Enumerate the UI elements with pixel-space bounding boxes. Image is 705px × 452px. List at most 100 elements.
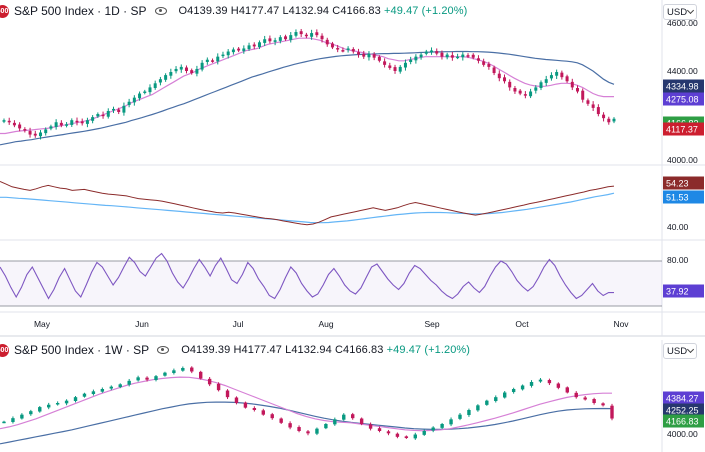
oscillator-tag: 54.23 [663, 176, 704, 190]
candle [181, 368, 185, 371]
candle [471, 54, 475, 58]
oscillator-fast-line [0, 181, 615, 226]
candle [122, 105, 126, 113]
candle [445, 54, 449, 58]
candle [581, 90, 585, 100]
candle [73, 397, 78, 402]
candle [29, 411, 33, 415]
candle [64, 400, 69, 404]
candle [466, 55, 470, 57]
candle [395, 433, 400, 437]
candle [145, 377, 149, 380]
candle [174, 68, 178, 72]
candle [458, 414, 462, 419]
candle [351, 49, 355, 52]
weekly-fast-moving-average [0, 376, 612, 432]
candle [494, 397, 498, 402]
candle [169, 72, 173, 76]
daily-symbol-title[interactable]: S&P 500 Index · 1D · SP [14, 4, 147, 18]
price-tag-box [663, 190, 704, 204]
candle [419, 54, 423, 58]
daily-chart-header: 500 S&P 500 Index · 1D · SP O4139.39 H41… [0, 0, 467, 22]
candle [330, 43, 334, 48]
candle [179, 66, 183, 70]
candle [100, 389, 105, 392]
candle [549, 75, 553, 79]
candle [65, 124, 69, 126]
price-tag-box [663, 79, 704, 93]
month-label: Jun [135, 319, 149, 329]
price-tag-label: 37.92 [666, 286, 689, 296]
candle [560, 72, 564, 78]
candle [518, 90, 522, 94]
candles-group [2, 366, 614, 440]
candle [367, 53, 371, 58]
candle [270, 414, 274, 419]
candle [511, 389, 516, 393]
sp500-logo: 500 [0, 4, 9, 18]
candle [38, 407, 42, 412]
candle [607, 118, 611, 123]
candle [574, 392, 578, 398]
candle [570, 81, 574, 88]
candle [497, 73, 501, 79]
rsi-tick-label: 80.00 [667, 255, 689, 265]
candle [315, 32, 319, 36]
candle [289, 35, 293, 40]
candle [85, 120, 89, 124]
candle [450, 55, 454, 58]
candle [414, 56, 418, 61]
currency-dropdown-top[interactable]: USD [663, 4, 697, 20]
candle [596, 107, 600, 115]
eye-icon[interactable] [157, 346, 170, 354]
month-label: May [34, 319, 51, 329]
rsi-line [0, 252, 615, 300]
candle [44, 129, 48, 134]
weekly-price-tick-label: 4000.00 [667, 429, 698, 439]
candle [404, 436, 409, 438]
price-tag-box [663, 403, 704, 417]
candle [336, 48, 340, 50]
price-tag-box [663, 284, 704, 298]
candle [523, 94, 527, 96]
candle [315, 428, 319, 434]
price-tick-label: 4400.00 [667, 66, 698, 76]
candle [461, 54, 465, 58]
currency-label: USD [667, 345, 688, 357]
candle [158, 79, 162, 83]
candle [520, 385, 525, 390]
candle [467, 410, 471, 416]
rsi-band [0, 261, 662, 306]
month-label: Aug [318, 319, 333, 329]
candle [529, 91, 533, 97]
candle [243, 402, 248, 408]
candle [386, 431, 391, 434]
candle [341, 50, 345, 52]
candle [82, 393, 87, 397]
candle [38, 132, 42, 137]
candle [534, 87, 538, 91]
price-tag-box [663, 414, 704, 428]
eye-icon[interactable] [154, 7, 167, 15]
price-tag-label: 4334.98 [666, 81, 699, 91]
weekly-chart-header: 500 S&P 500 Index · 1W · SP O4139.39 H41… [0, 339, 470, 361]
candle [288, 423, 292, 428]
candle [109, 386, 113, 389]
candle [398, 66, 402, 72]
candle [342, 414, 346, 420]
candle [299, 31, 303, 35]
candle [148, 87, 152, 93]
candle [612, 118, 616, 122]
candle [205, 59, 209, 62]
candle [565, 76, 569, 82]
weekly-symbol-title[interactable]: S&P 500 Index · 1W · SP [14, 343, 150, 357]
candle [278, 37, 282, 41]
candle [257, 42, 261, 48]
candle [127, 101, 131, 106]
weekly-price-tag: 4252.25 [663, 403, 704, 417]
candle [242, 48, 246, 52]
daily-change: +49.47 (+1.20%) [383, 5, 468, 17]
currency-dropdown-bottom[interactable]: USD [663, 343, 697, 359]
candle [211, 60, 215, 62]
